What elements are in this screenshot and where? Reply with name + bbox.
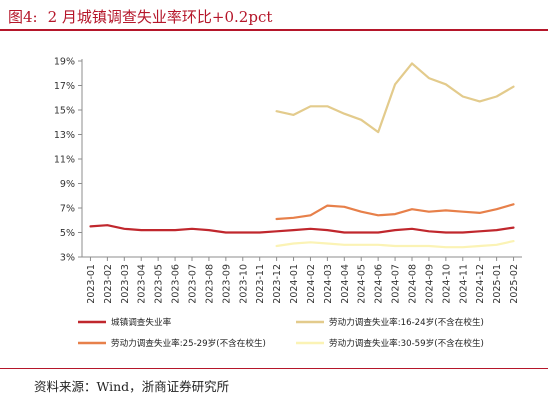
x-tick-label: 2023-05 xyxy=(154,264,165,304)
figure-number: 图4: xyxy=(8,8,38,26)
x-tick-label: 2024-03 xyxy=(323,264,334,304)
legend-label: 劳动力调查失业率:25-29岁(不含在校生) xyxy=(111,337,266,349)
x-tick-label: 2024-11 xyxy=(458,264,469,304)
x-tick-label: 2024-04 xyxy=(340,264,351,304)
x-tick-label: 2024-09 xyxy=(424,264,435,304)
x-tick-label: 2023-02 xyxy=(103,264,114,304)
axes: 3% 5% 7% 9% 11% 13% 15% 17% 19% 2023-01 2023-02 202… xyxy=(54,57,522,304)
x-tick-label: 2024-02 xyxy=(306,264,317,304)
series-line-3 xyxy=(275,203,515,221)
x-tick-label: 2024-06 xyxy=(374,264,385,304)
y-tick-label: 11% xyxy=(54,155,75,166)
y-tick-label: 9% xyxy=(60,179,75,190)
x-tick-label: 2023-09 xyxy=(221,264,232,304)
x-tick-label: 2023-03 xyxy=(120,264,131,304)
x-tick-label: 2023-11 xyxy=(255,264,266,304)
x-tick-label: 2023-04 xyxy=(137,264,148,304)
x-tick-label: 2023-12 xyxy=(272,264,283,304)
y-tick-label: 15% xyxy=(54,106,75,117)
legend: 城镇调查失业率 劳动力调查失业率:16-24岁(不含在校生) 劳动力调查失业率:25… xyxy=(78,316,484,349)
y-tick-label: 5% xyxy=(60,228,75,239)
legend-label: 城镇调查失业率 xyxy=(111,316,172,328)
x-tick-label: 2023-10 xyxy=(238,264,249,304)
x-tick-label: 2024-12 xyxy=(475,264,486,304)
x-tick-label: 2024-10 xyxy=(441,264,452,304)
series-line-4 xyxy=(275,240,515,249)
x-tick-label: 2025-02 xyxy=(509,264,520,304)
y-tick-label: 3% xyxy=(60,253,75,264)
title-rule xyxy=(0,29,548,31)
source-rule xyxy=(0,368,548,369)
legend-label: 劳动力调查失业率:30-59岁(不含在校生) xyxy=(329,337,484,349)
x-tick-label: 2024-01 xyxy=(289,264,300,304)
legend-label: 劳动力调查失业率:16-24岁(不含在校生) xyxy=(329,316,484,328)
y-tick-label: 13% xyxy=(54,130,75,141)
unemployment-line-chart: 3% 5% 7% 9% 11% 13% 15% 17% 19% 2023-01 2023-02 202… xyxy=(54,57,522,349)
y-tick-label: 17% xyxy=(54,81,75,92)
x-tick-label: 2023-01 xyxy=(86,264,97,304)
x-tick-label: 2024-05 xyxy=(357,264,368,304)
x-tick-label: 2024-07 xyxy=(391,264,402,304)
series-line-1 xyxy=(89,224,515,234)
figure-title-text: 2 月城镇调查失业率环比+0.2pct xyxy=(47,8,273,26)
y-tick-label: 7% xyxy=(60,204,75,215)
x-tick-label: 2023-08 xyxy=(204,264,215,304)
source-note: 资料来源：Wind，浙商证券研究所 xyxy=(34,379,230,394)
series-line-2 xyxy=(275,62,515,134)
x-tick-label: 2023-07 xyxy=(188,264,199,304)
y-tick-label: 19% xyxy=(54,57,75,68)
x-tick-label: 2024-08 xyxy=(408,264,419,304)
series-lines xyxy=(89,62,515,249)
x-tick-label: 2023-06 xyxy=(171,264,182,304)
figure-title: 图4: 2 月城镇调查失业率环比+0.2pct xyxy=(8,6,272,27)
x-tick-label: 2025-01 xyxy=(492,264,503,304)
